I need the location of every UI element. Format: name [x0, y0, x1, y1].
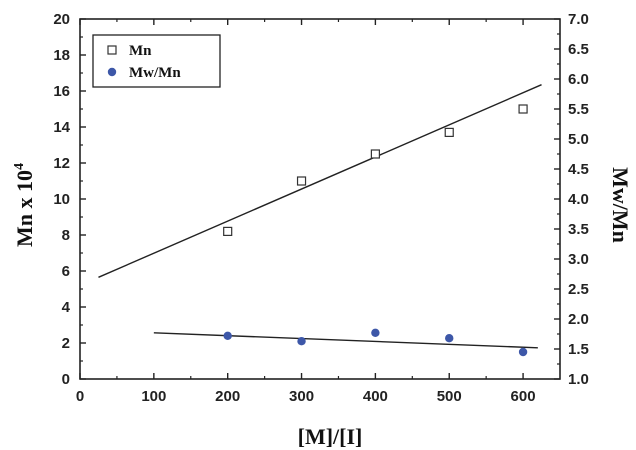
- y-left-tick-label: 18: [53, 47, 70, 64]
- y-right-tick-label: 4.5: [568, 161, 589, 178]
- x-tick-label: 300: [289, 388, 314, 405]
- y-axis-left-label: Mn x 104: [12, 163, 37, 247]
- y-right-tick-label: 4.0: [568, 191, 589, 208]
- x-tick-label: 100: [141, 388, 166, 405]
- x-tick-label: 0: [76, 388, 84, 405]
- y-right-tick-label: 1.5: [568, 341, 589, 358]
- y-left-tick-label: 2: [62, 335, 70, 352]
- y-left-tick-label: 10: [53, 191, 70, 208]
- y-right-tick-label: 3.5: [568, 221, 589, 238]
- y-right-tick-label: 6.0: [568, 71, 589, 88]
- legend-label: Mn: [129, 43, 152, 59]
- y-left-tick-label: 20: [53, 11, 70, 28]
- x-tick-label: 500: [437, 388, 462, 405]
- x-axis-label: [M]/[I]: [298, 424, 363, 449]
- y-right-tick-label: 3.0: [568, 251, 589, 268]
- mn-data-point: [296, 176, 307, 186]
- fit-line-mn: [98, 84, 542, 278]
- mw-mn-data-point: [371, 328, 380, 337]
- y-axis-left-label-exponent: 4: [12, 163, 27, 170]
- mn-data-point: [370, 149, 380, 159]
- y-right-tick-label: 6.5: [568, 41, 589, 58]
- legend-box: [92, 34, 221, 88]
- y-left-tick-label: 12: [53, 155, 70, 172]
- y-axis-left-label-main: Mn x 10: [12, 170, 37, 247]
- y-right-tick-label: 1.0: [568, 371, 589, 388]
- y-right-tick-label: 7.0: [568, 11, 589, 28]
- y-right-tick-label: 2.5: [568, 281, 589, 298]
- mw-mn-data-point: [223, 331, 232, 340]
- mn-data-point: [444, 127, 454, 137]
- y-right-tick-label: 5.0: [568, 131, 589, 148]
- x-tick-label: 200: [215, 388, 240, 405]
- y-left-tick-label: 6: [62, 263, 70, 280]
- mn-data-point: [223, 226, 233, 236]
- legend-marker-mn: [107, 45, 117, 55]
- y-right-tick-label: 5.5: [568, 101, 589, 118]
- y-left-tick-label: 16: [53, 83, 70, 100]
- legend-marker-mw-mn: [107, 67, 117, 77]
- legend-label: Mw/Mn: [129, 65, 181, 81]
- y-right-tick-label: 2.0: [568, 311, 589, 328]
- y-left-tick-label: 14: [53, 119, 70, 136]
- y-left-tick-label: 4: [62, 299, 71, 316]
- y-left-tick-label: 8: [62, 227, 70, 244]
- mn-data-point: [518, 104, 528, 114]
- mw-mn-data-point: [445, 334, 454, 343]
- fit-line-mw-mn: [153, 332, 538, 349]
- mw-mn-data-point: [297, 337, 306, 346]
- y-axis-right-label: Mw/Mn: [608, 167, 633, 243]
- x-tick-label: 600: [511, 388, 536, 405]
- mw-mn-data-point: [518, 347, 528, 357]
- x-tick-label: 400: [363, 388, 388, 405]
- y-left-tick-label: 0: [62, 371, 70, 388]
